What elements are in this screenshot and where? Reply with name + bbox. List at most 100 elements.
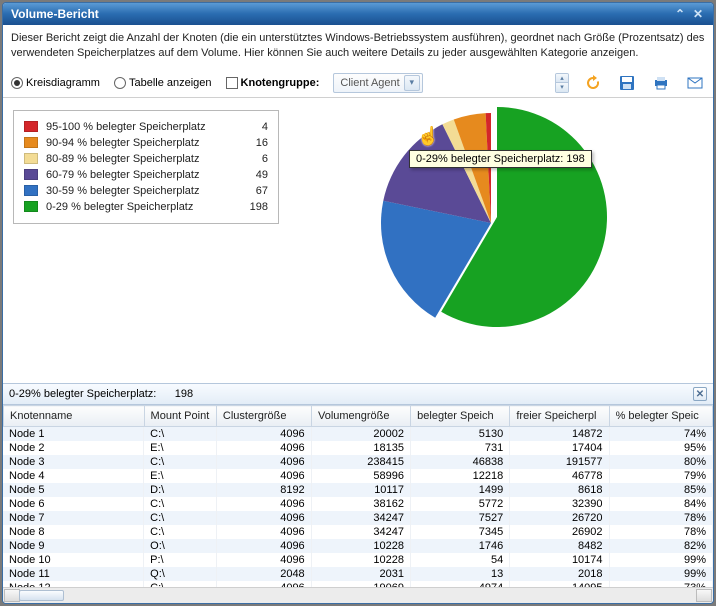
table-row[interactable]: Node 4E:\409658996122184677879%: [3, 469, 713, 483]
legend-count: 67: [244, 185, 268, 197]
print-button[interactable]: [651, 73, 671, 93]
table-body: Node 1C:\40962000251301487274%Node 2E:\4…: [3, 427, 713, 587]
nodegroup-combo[interactable]: Client Agent ▾: [333, 73, 422, 93]
table-cell: 5130: [410, 427, 509, 441]
table-cell: 4096: [216, 441, 311, 455]
table-cell: Node 8: [3, 525, 144, 539]
legend-swatch: [24, 185, 38, 196]
legend-swatch: [24, 169, 38, 180]
table-cell: 85%: [609, 483, 712, 497]
table-cell: Node 9: [3, 539, 144, 553]
column-header[interactable]: Clustergröße: [216, 406, 311, 427]
table-cell: P:\: [144, 553, 216, 567]
page-stepper[interactable]: ▴ ▾: [555, 73, 569, 93]
legend-item[interactable]: 95-100 % belegter Speicherplatz4: [24, 119, 268, 135]
column-header[interactable]: belegter Speich: [411, 406, 510, 427]
detail-header-count: 198: [175, 388, 193, 400]
table-cell: Q:\: [144, 567, 216, 581]
column-header[interactable]: freier Speicherpl: [510, 406, 609, 427]
legend-item[interactable]: 90-94 % belegter Speicherplatz16: [24, 135, 268, 151]
table-cell: 95%: [609, 441, 712, 455]
table-cell: 2018: [510, 567, 609, 581]
radio-table[interactable]: Tabelle anzeigen: [114, 77, 212, 89]
chevron-down-icon: ▾: [556, 83, 568, 92]
column-header[interactable]: Volumengröße: [311, 406, 410, 427]
table-cell: 4096: [216, 511, 311, 525]
table-cell: D:\: [144, 483, 216, 497]
legend-item[interactable]: 0-29 % belegter Speicherplatz 198: [24, 199, 268, 215]
radio-dot-icon: [114, 77, 126, 89]
report-description: Dieser Bericht zeigt die Anzahl der Knot…: [3, 25, 713, 69]
close-icon[interactable]: ✕: [691, 7, 705, 21]
column-header[interactable]: Mount Point: [144, 406, 216, 427]
table-cell: 7345: [410, 525, 509, 539]
table-row[interactable]: Node 5D:\8192101171499861885%: [3, 483, 713, 497]
table-cell: 5772: [410, 497, 509, 511]
legend-item[interactable]: 30-59 % belegter Speicherplatz 67: [24, 183, 268, 199]
table-cell: 1746: [410, 539, 509, 553]
legend-label: 60-79 % belegter Speicherplatz: [46, 169, 236, 181]
table-cell: C:\: [144, 497, 216, 511]
table-cell: 74%: [609, 427, 712, 441]
table-body-scroll[interactable]: Node 1C:\40962000251301487274%Node 2E:\4…: [3, 427, 713, 587]
nodegroup-checkbox[interactable]: Knotengruppe:: [226, 77, 320, 89]
save-button[interactable]: [617, 73, 637, 93]
table-cell: 99%: [609, 553, 712, 567]
table-cell: 20002: [311, 427, 410, 441]
detail-table: KnotennameMount PointClustergrößeVolumen…: [3, 405, 713, 603]
table-cell: 34247: [311, 511, 410, 525]
legend-label: 30-59 % belegter Speicherplatz: [46, 185, 236, 197]
legend: 95-100 % belegter Speicherplatz490-94 % …: [13, 110, 279, 224]
legend-count: 6: [244, 153, 268, 165]
chart-tooltip: 0-29% belegter Speicherplatz: 198: [409, 150, 592, 168]
table-cell: C:\: [144, 525, 216, 539]
refresh-button[interactable]: [583, 73, 603, 93]
column-header[interactable]: % belegter Speic: [609, 406, 712, 427]
table-cell: E:\: [144, 441, 216, 455]
legend-swatch: [24, 121, 38, 132]
table-row[interactable]: Node 8C:\40963424773452690278%: [3, 525, 713, 539]
titlebar-controls: ⌃ ✕: [673, 7, 705, 21]
checkbox-icon: [226, 77, 238, 89]
table-cell: 4096: [216, 469, 311, 483]
table-cell: E:\: [144, 469, 216, 483]
table-cell: 26720: [510, 511, 609, 525]
table-row[interactable]: Node 2E:\4096181357311740495%: [3, 441, 713, 455]
scrollbar-thumb[interactable]: [19, 590, 64, 601]
radio-table-label: Tabelle anzeigen: [129, 77, 212, 89]
chart-area: 95-100 % belegter Speicherplatz490-94 % …: [3, 98, 713, 383]
collapse-icon[interactable]: ⌃: [673, 7, 687, 21]
column-header[interactable]: Knotenname: [4, 406, 145, 427]
radio-pie[interactable]: Kreisdiagramm: [11, 77, 100, 89]
legend-item[interactable]: 60-79 % belegter Speicherplatz49: [24, 167, 268, 183]
table-cell: C:\: [144, 511, 216, 525]
table-cell: 12218: [410, 469, 509, 483]
legend-item[interactable]: 80-89 % belegter Speicherplatz 6: [24, 151, 268, 167]
table-row[interactable]: Node 1C:\40962000251301487274%: [3, 427, 713, 441]
table-cell: 38162: [311, 497, 410, 511]
table-cell: 2031: [311, 567, 410, 581]
table-row[interactable]: Node 6C:\40963816257723239084%: [3, 497, 713, 511]
table-cell: 13: [410, 567, 509, 581]
legend-label: 80-89 % belegter Speicherplatz: [46, 153, 236, 165]
table-cell: 17404: [510, 441, 609, 455]
legend-label: 0-29 % belegter Speicherplatz: [46, 201, 236, 213]
table-row[interactable]: Node 11Q:\2048203113201899%: [3, 567, 713, 581]
table-row[interactable]: Node 10P:\409610228541017499%: [3, 553, 713, 567]
table-row[interactable]: Node 3C:\40962384154683819157780%: [3, 455, 713, 469]
detail-close-button[interactable]: ✕: [693, 387, 707, 401]
table: KnotennameMount PointClustergrößeVolumen…: [3, 405, 713, 427]
table-cell: Node 7: [3, 511, 144, 525]
table-cell: 4096: [216, 553, 311, 567]
table-cell: 18135: [311, 441, 410, 455]
table-row[interactable]: Node 9O:\4096102281746848282%: [3, 539, 713, 553]
pie-chart[interactable]: ☝ 0-29% belegter Speicherplatz: 198: [279, 108, 703, 338]
horizontal-scrollbar[interactable]: [3, 587, 713, 603]
window-title: Volume-Bericht: [11, 7, 99, 21]
email-button[interactable]: [685, 73, 705, 93]
table-row[interactable]: Node 7C:\40963424775272672078%: [3, 511, 713, 525]
table-cell: 1499: [410, 483, 509, 497]
legend-label: 95-100 % belegter Speicherplatz: [46, 121, 236, 133]
titlebar: Volume-Bericht ⌃ ✕: [3, 3, 713, 25]
legend-count: 198: [244, 201, 268, 213]
